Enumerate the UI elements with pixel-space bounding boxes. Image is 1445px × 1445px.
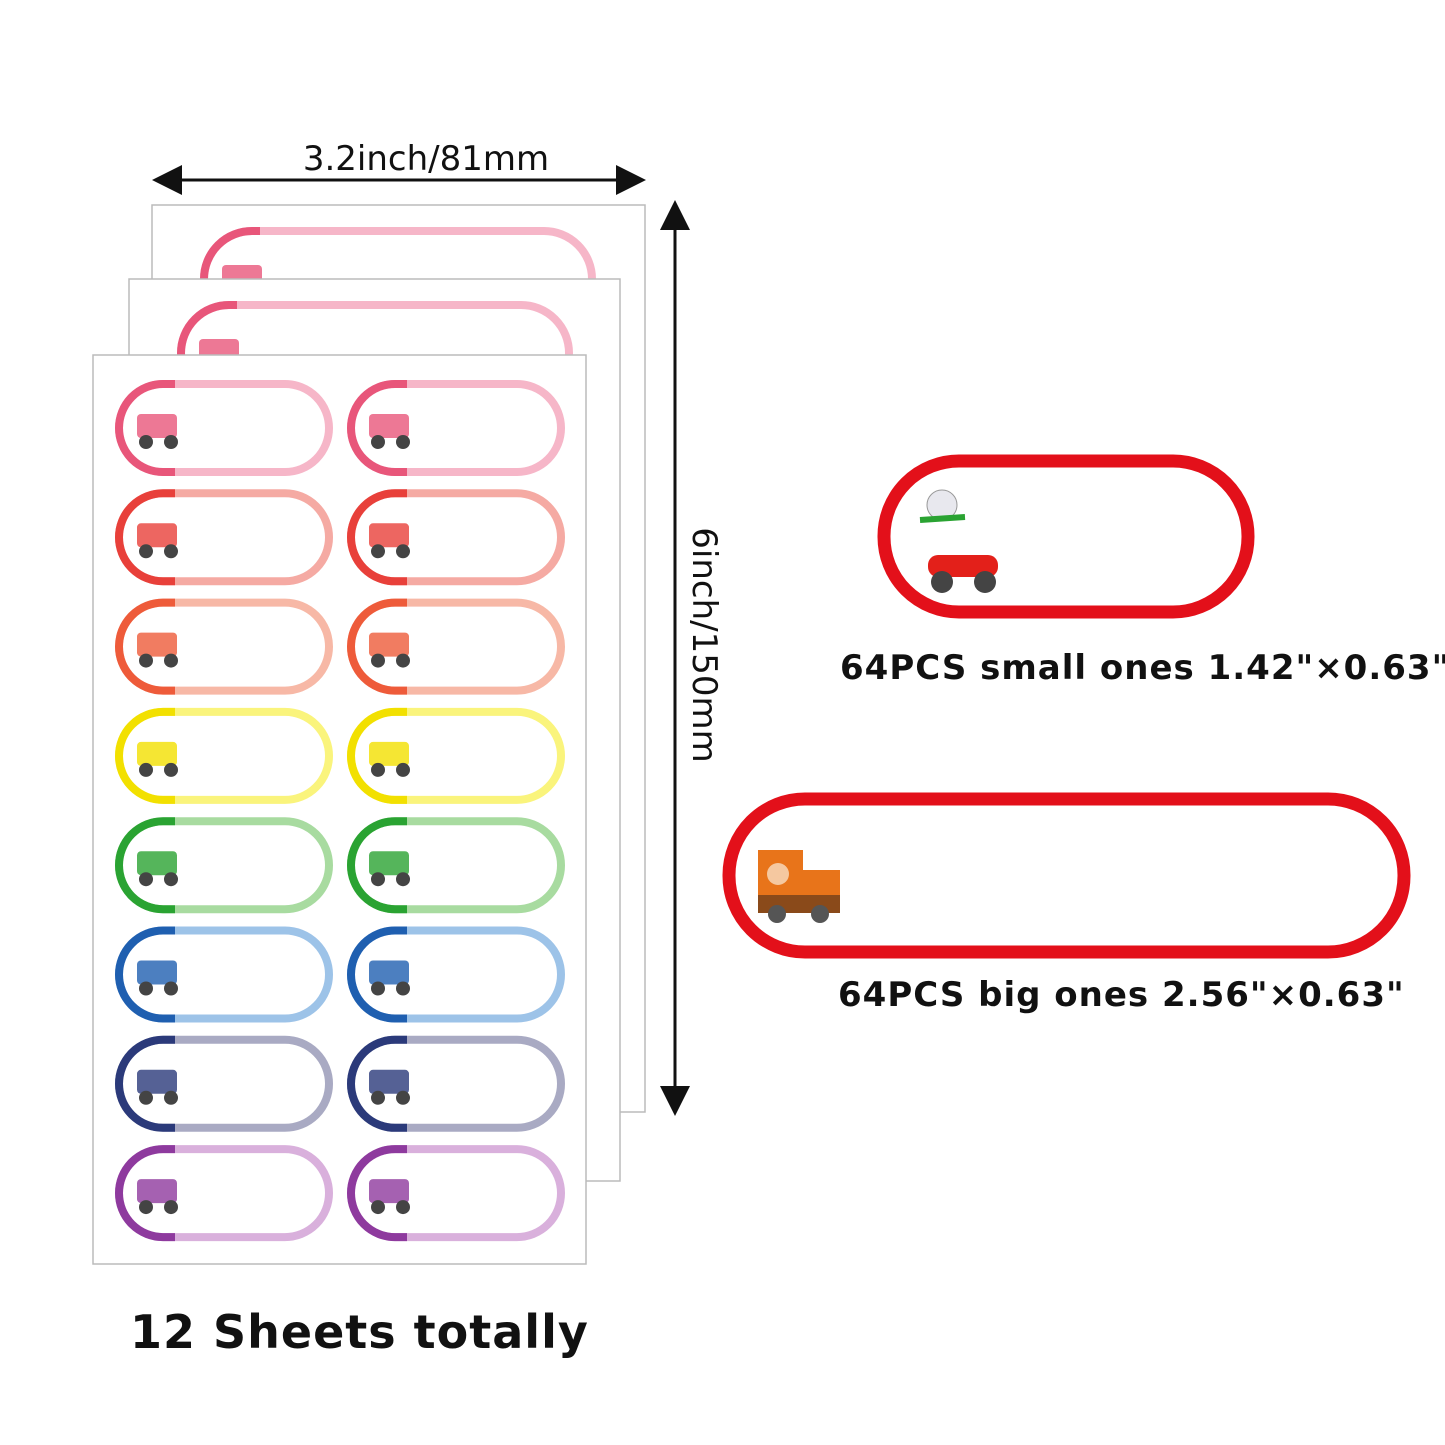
sticker-edge (347, 707, 407, 804)
sticker-edge (347, 489, 407, 586)
sticker-icon (139, 1090, 153, 1105)
sticker-icon (396, 544, 410, 559)
big-sticker-icon (758, 850, 840, 923)
sticker-icon (371, 762, 385, 777)
sticker-icon (396, 653, 410, 668)
big-caption: 64PCS big ones 2.56"×0.63" (838, 975, 1405, 1015)
big-sticker (722, 792, 1411, 959)
sticker-icon (137, 414, 177, 438)
sticker-icon (137, 523, 177, 548)
sticker-icon (371, 435, 385, 449)
sticker-edge (115, 1035, 175, 1132)
sticker-icon (371, 1090, 385, 1105)
sticker-icon (396, 981, 410, 996)
sticker-icon (164, 653, 178, 668)
sheets (92, 204, 646, 1265)
sticker-icon (396, 1090, 410, 1105)
sticker-icon (137, 960, 177, 985)
sticker-icon (369, 960, 409, 985)
sticker-icon (369, 1069, 409, 1094)
sticker-icon (139, 544, 153, 559)
small-caption: 64PCS small ones 1.42"×0.63" (840, 648, 1445, 688)
sticker-icon (369, 741, 409, 766)
sticker-icon (369, 523, 409, 548)
sticker-edge (347, 817, 407, 914)
sticker-icon (164, 1200, 178, 1215)
sticker-edge (347, 1035, 407, 1132)
sticker-icon (164, 544, 178, 559)
sticker-icon (396, 435, 410, 449)
sticker-icon (396, 762, 410, 777)
width-label: 3.2inch/81mm (303, 139, 549, 179)
sticker-icon (139, 1200, 153, 1215)
sticker-edge (347, 926, 407, 1023)
sticker-icon (396, 872, 410, 887)
sticker-icon (369, 1179, 409, 1204)
sheets-caption: 12 Sheets totally (130, 1305, 589, 1359)
sticker-icon (137, 1069, 177, 1094)
sticker-icon (164, 1090, 178, 1105)
sticker-icon (164, 435, 178, 449)
sticker-edge (115, 926, 175, 1023)
sticker-edge (115, 489, 175, 586)
sticker-icon (369, 632, 409, 657)
sticker-icon (371, 872, 385, 887)
sticker-edge (347, 598, 407, 695)
sticker-icon (369, 851, 409, 876)
sticker-icon (371, 1200, 385, 1215)
sticker-icon (371, 981, 385, 996)
sticker-icon (396, 1200, 410, 1215)
sticker-edge (177, 301, 237, 405)
sticker-icon (139, 435, 153, 449)
sticker-icon (137, 632, 177, 657)
sticker-edge (115, 380, 175, 476)
height-label: 6inch/150mm (684, 527, 724, 762)
sticker-icon (164, 981, 178, 996)
sticker-icon (137, 1179, 177, 1204)
sticker-icon (139, 762, 153, 777)
sticker-icon (371, 653, 385, 668)
small-sticker-icon (919, 489, 998, 593)
sticker-icon (139, 872, 153, 887)
sticker-edge (347, 1145, 407, 1242)
sticker-edge (347, 380, 407, 476)
sticker-icon (139, 653, 153, 668)
sticker-icon (139, 981, 153, 996)
sticker-icon (371, 544, 385, 559)
sticker-icon (164, 872, 178, 887)
sticker-edge (115, 707, 175, 804)
sticker-icon (164, 762, 178, 777)
sticker-icon (369, 414, 409, 438)
sticker-icon (137, 741, 177, 766)
sticker-icon (137, 851, 177, 876)
sticker-edge (115, 817, 175, 914)
sticker-edge (115, 1145, 175, 1242)
sticker-edge (115, 598, 175, 695)
